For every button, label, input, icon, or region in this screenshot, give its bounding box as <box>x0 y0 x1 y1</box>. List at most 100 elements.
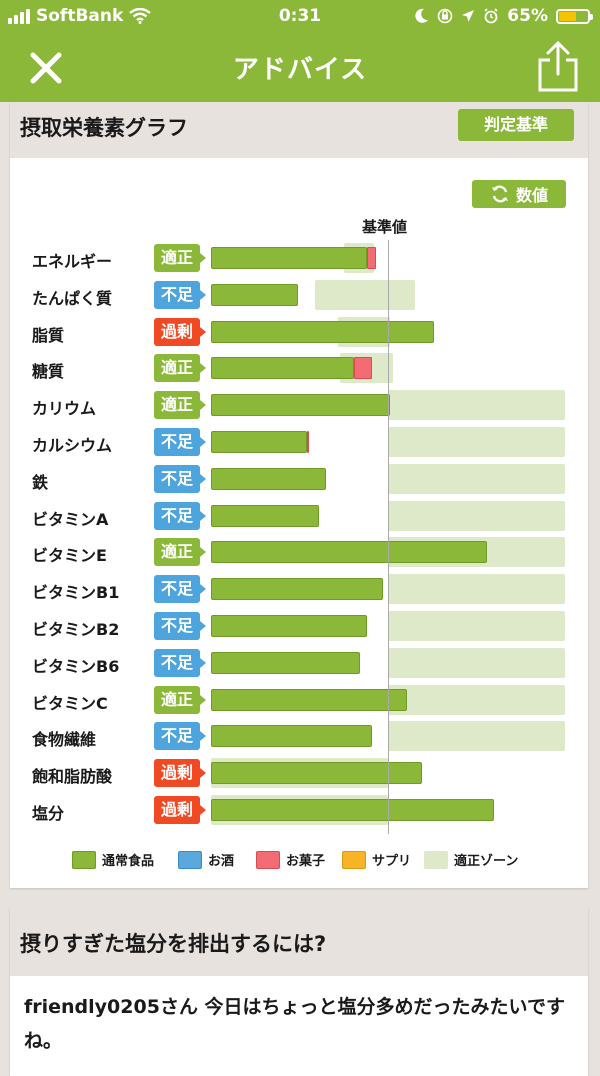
snack-bar <box>354 357 373 380</box>
criteria-button[interactable]: 判定基準 <box>458 109 574 141</box>
nutrient-row: 糖質 適正 <box>10 352 588 386</box>
numeric-button-label: 数値 <box>515 186 548 205</box>
nutrient-row: 飽和脂肪酸 過剰 <box>10 757 588 791</box>
nutrient-name: エネルギー <box>32 252 113 271</box>
nutrient-graph-card: 摂取栄養素グラフ 判定基準 数値 基準値 エネルギー 適正 たんぱく質 不足 脂質 過剰糖… <box>10 102 588 888</box>
normal-food-bar <box>211 799 495 821</box>
nutrient-row: ビタミンB1 不足 <box>10 573 588 607</box>
status-badge: 適正 <box>154 244 206 272</box>
nutrient-row: カリウム 適正 <box>10 389 588 423</box>
nutrient-name: 糖質 <box>32 362 65 382</box>
legend-swatch <box>178 850 202 869</box>
page-title: アドバイス <box>232 55 368 85</box>
nutrient-row: 塩分 過剰 <box>10 794 588 828</box>
normal-food-bar <box>211 394 390 417</box>
legend-swatch <box>424 850 448 869</box>
graph-card-header: 摂取栄養素グラフ 判定基準 <box>10 102 588 158</box>
nutrient-name: たんぱく質 <box>32 288 113 308</box>
advice-card-header: 摂りすぎた塩分を排出するには? <box>10 906 588 976</box>
legend-swatch <box>72 850 96 869</box>
legend-item: 通常食品 <box>72 850 154 869</box>
legend-label: お酒 <box>208 854 235 869</box>
carrier-label: SoftBank <box>36 6 124 26</box>
status-badge: 適正 <box>154 354 206 383</box>
normal-food-bar <box>211 725 373 748</box>
legend-label: サプリ <box>372 854 412 869</box>
status-badge: 不足 <box>154 501 206 530</box>
signal-icon <box>8 8 30 24</box>
nutrient-row: ビタミンB6 不足 <box>10 647 588 681</box>
status-badge: 過剰 <box>154 796 206 824</box>
advice-card[interactable]: 摂りすぎた塩分を排出するには? friendly0205さん 今日はちょっと塩分… <box>10 906 588 1076</box>
wifi-icon <box>129 8 152 24</box>
nav-bar: アドバイス <box>0 34 600 102</box>
nutrient-name: 脂質 <box>32 325 65 345</box>
nutrient-name: 飽和脂肪酸 <box>32 767 113 787</box>
nutrient-name: 鉄 <box>32 472 49 492</box>
nutrient-row: ビタミンB2 不足 <box>10 610 588 644</box>
status-badge: 過剰 <box>154 317 206 346</box>
numeric-toggle-button[interactable]: 数値 <box>472 180 566 208</box>
status-bar: SoftBank 0:31 65% <box>0 0 600 34</box>
nutrient-row: カルシウム 不足 <box>10 426 588 460</box>
status-badge: 不足 <box>154 428 206 456</box>
normal-food-bar <box>211 688 408 711</box>
refresh-icon <box>491 185 508 203</box>
status-badge: 適正 <box>154 538 206 567</box>
moon-icon <box>415 8 429 23</box>
appropriate-zone <box>388 500 565 531</box>
legend-item: 適正ゾーン <box>424 850 518 869</box>
appropriate-zone <box>388 721 565 752</box>
status-badge: 不足 <box>154 612 206 640</box>
status-badge: 不足 <box>154 464 206 493</box>
clock: 0:31 <box>278 6 322 26</box>
nutrient-row: たんぱく質 不足 <box>10 279 588 313</box>
appropriate-zone <box>388 611 565 641</box>
nutrient-name: ビタミンB1 <box>32 583 120 603</box>
appropriate-zone <box>388 390 565 421</box>
status-badge: 不足 <box>154 648 206 677</box>
appropriate-zone <box>388 427 565 457</box>
nutrient-name: ビタミンB2 <box>32 620 120 639</box>
normal-food-bar <box>211 541 488 564</box>
location-icon <box>462 10 475 22</box>
appropriate-zone <box>388 684 565 715</box>
nutrient-row: エネルギー 適正 <box>10 242 588 276</box>
normal-food-bar <box>211 247 367 269</box>
snack-bar <box>306 431 309 453</box>
status-badge: 不足 <box>154 575 206 604</box>
status-badge: 不足 <box>154 722 206 751</box>
appropriate-zone <box>315 279 415 310</box>
nutrient-row: ビタミンC 適正 <box>10 684 588 718</box>
status-badge: 適正 <box>154 685 206 714</box>
reference-label: 基準値 <box>362 218 408 236</box>
nutrient-name: ビタミンE <box>32 546 107 566</box>
status-badge: 不足 <box>154 280 206 309</box>
snack-bar <box>366 247 376 269</box>
status-badge: 過剰 <box>154 759 206 788</box>
nutrient-name: ビタミンA <box>32 509 109 529</box>
advice-title: 摂りすぎた塩分を排出するには? <box>20 932 327 956</box>
nutrient-row: 脂質 過剰 <box>10 316 588 350</box>
normal-food-bar <box>211 578 383 601</box>
battery-icon <box>556 8 593 24</box>
share-icon[interactable] <box>534 40 582 94</box>
normal-food-bar <box>211 762 422 785</box>
nutrient-name: カルシウム <box>32 436 113 455</box>
appropriate-zone <box>388 463 565 494</box>
normal-food-bar <box>211 651 360 674</box>
nutrient-row: 食物繊維 不足 <box>10 720 588 754</box>
nutrient-name: カリウム <box>32 399 97 419</box>
orientation-lock-icon <box>437 8 453 24</box>
status-badge: 適正 <box>154 391 206 420</box>
normal-food-bar <box>211 357 355 380</box>
normal-food-bar <box>211 283 298 306</box>
close-icon[interactable] <box>24 46 68 90</box>
advice-message: friendly0205さん 今日はちょっと塩分多めだったみたいですね。 <box>24 996 565 1052</box>
legend-label: お菓子 <box>286 854 326 869</box>
nutrient-name: ビタミンB6 <box>32 656 120 676</box>
normal-food-bar <box>211 320 435 343</box>
battery-percent: 65% <box>507 6 548 26</box>
legend-item: お菓子 <box>256 850 325 869</box>
legend-swatch <box>342 850 366 869</box>
